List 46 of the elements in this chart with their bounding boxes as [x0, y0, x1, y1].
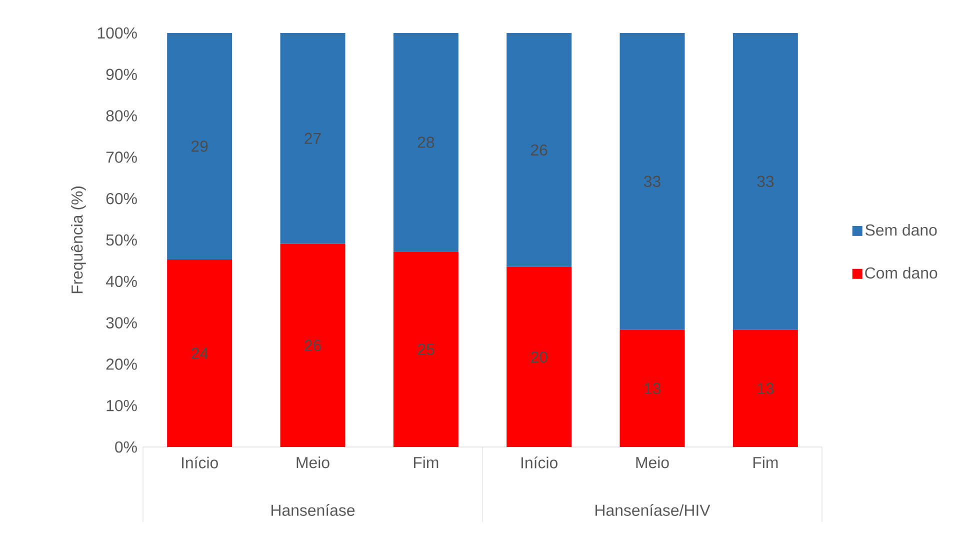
y-tick-label: 60%	[106, 192, 137, 204]
annotation: 27	[304, 132, 321, 144]
bar	[167, 259, 232, 447]
annotation: 13	[644, 382, 660, 394]
y-tick-label: 20%	[106, 358, 137, 370]
annotation: 20	[531, 351, 548, 363]
bar	[506, 266, 572, 447]
x-tick-label: Início	[182, 456, 218, 468]
annotation: 26	[304, 340, 321, 352]
x-tick-label: Fim	[753, 456, 778, 468]
annotation: 25	[418, 344, 434, 355]
text: Hanseníase	[272, 504, 355, 516]
legend-label: Com dano	[865, 266, 938, 279]
y-tick-label: 100%	[98, 27, 137, 39]
y-tick-label: 70%	[106, 152, 137, 163]
y-tick-label: 50%	[106, 234, 137, 246]
y-tick-label: 30%	[106, 317, 137, 328]
bar	[280, 244, 346, 447]
legend-label: Sem dano	[866, 224, 937, 236]
y-tick-label: 80%	[106, 110, 137, 122]
annotation: 13	[758, 382, 774, 394]
bar	[506, 32, 572, 267]
annotation: 26	[531, 144, 548, 156]
x-tick-label: Início	[522, 456, 558, 468]
bar	[393, 252, 458, 447]
bar	[620, 330, 685, 447]
annotation: 33	[644, 176, 660, 188]
bar	[167, 32, 232, 260]
text: Hanseníase/HIV	[596, 504, 710, 516]
bar	[280, 32, 346, 244]
annotation: 28	[418, 136, 434, 148]
bar	[393, 32, 458, 252]
annotation: 33	[757, 176, 774, 188]
x-tick-label: Meio	[636, 456, 669, 468]
bar	[732, 32, 798, 330]
x-tick-label: Fim	[414, 456, 438, 468]
annotation: 29	[192, 140, 208, 152]
y-tick-label: 10%	[106, 400, 137, 412]
y-tick-label: 90%	[106, 68, 137, 80]
bar	[620, 32, 685, 330]
y-tick-label: 0%	[115, 441, 137, 453]
y-axis-title: Frequência (%)	[70, 186, 86, 294]
annotation: 24	[192, 348, 208, 359]
bar	[732, 330, 798, 447]
y-tick-label: 40%	[106, 276, 137, 288]
x-tick-label: Meio	[296, 456, 330, 468]
